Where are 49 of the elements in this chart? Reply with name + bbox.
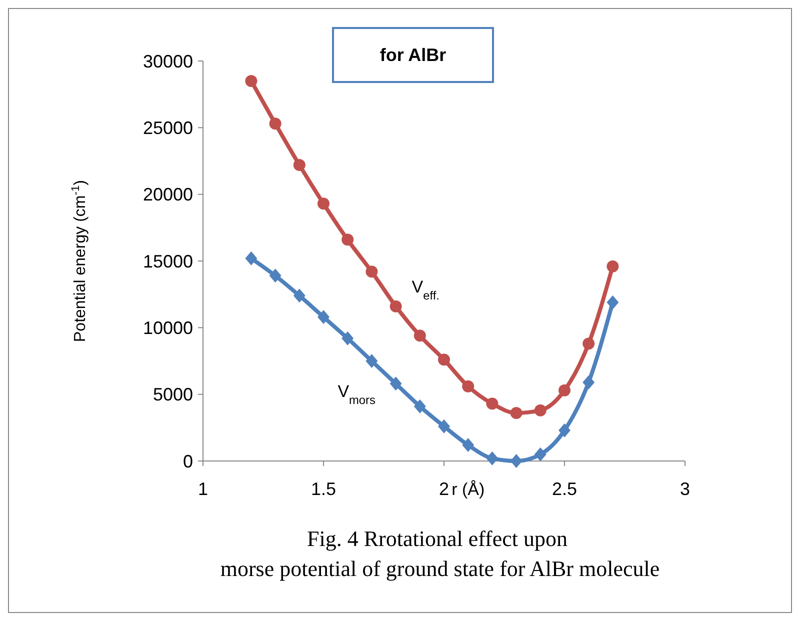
point: [438, 354, 450, 366]
point: [366, 354, 378, 368]
point: [462, 380, 474, 392]
point: [318, 198, 330, 210]
point: [534, 404, 546, 416]
point: [269, 118, 282, 130]
point: [293, 159, 306, 171]
y-tick-label: 20000: [142, 184, 193, 205]
point: [438, 419, 450, 434]
point: [486, 398, 498, 410]
point: [510, 407, 522, 419]
point: [414, 399, 426, 414]
series-label: V$_{mors}$: [338, 382, 376, 407]
y-tick-label: 5000: [152, 384, 193, 405]
point: [390, 300, 402, 312]
point: [318, 310, 330, 324]
y-tick-label: 10000: [142, 318, 193, 338]
caption: Fig. 4 Rrotational effect upon morse potential of ground state for AlBr molecule: [220, 526, 660, 581]
point: [366, 266, 378, 278]
x-axis-title: r (Å): [452, 480, 485, 499]
point: [606, 260, 619, 272]
x-tick-label: 2: [438, 479, 450, 499]
point: [342, 234, 354, 246]
point: [245, 251, 258, 266]
point: [462, 438, 474, 452]
y-tick-label: 30000: [142, 51, 193, 72]
point: [558, 384, 570, 396]
x-tick-label: 2.5: [552, 479, 578, 499]
point: [293, 288, 306, 303]
point: [342, 331, 354, 346]
series-label: V$_{eff.}$: [412, 277, 440, 302]
point: [390, 376, 402, 391]
point: [414, 330, 426, 342]
x-tick-label: 1: [198, 479, 208, 499]
point: [534, 447, 546, 462]
point: [558, 423, 570, 438]
x-tick-label: 3: [680, 479, 690, 499]
y-tick-label: 0: [182, 451, 193, 472]
x-tick-label: 1.5: [310, 479, 336, 499]
chart-title: for AlBr: [380, 45, 446, 65]
y-tick-label: 15000: [142, 251, 193, 272]
point: [582, 338, 595, 350]
point: [606, 295, 619, 310]
point: [582, 375, 595, 390]
point: [486, 451, 498, 466]
y-tick-label: 25000: [142, 118, 193, 138]
point: [269, 268, 282, 283]
point: [245, 75, 258, 87]
point: [510, 454, 522, 468]
